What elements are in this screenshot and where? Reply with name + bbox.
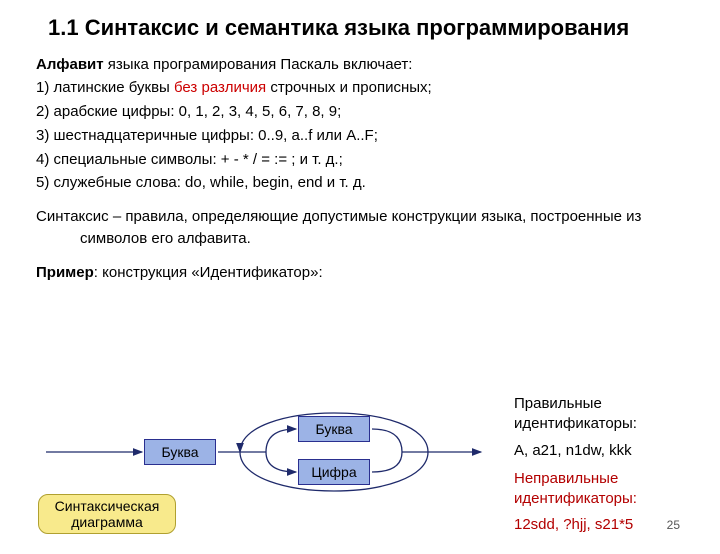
ok-title: Правильные идентификаторы: <box>514 394 720 435</box>
examples-block: Правильные идентификаторы: A, a21, n1dw,… <box>514 394 720 536</box>
diagram-caption: Синтаксическая диаграмма <box>38 494 176 534</box>
slide-title: 1.1 Синтаксис и семантика языка программ… <box>48 14 720 42</box>
li-1: 1) латинские буквы без различия строчных… <box>36 77 684 99</box>
example-line: Пример: конструкция «Идентификатор»: <box>36 262 684 284</box>
slide-body: Алфавит языка програмирования Паскаль вк… <box>36 54 684 284</box>
li-3: 3) шестнадцатеричные цифры: 0..9, a..f и… <box>36 125 684 147</box>
intro-bold: Алфавит <box>36 56 104 73</box>
li-2: 2) арабские цифры: 0, 1, 2, 3, 4, 5, 6, … <box>36 101 684 123</box>
node-letter-2: Буква <box>298 416 370 442</box>
syntax-diagram: Буква Буква Цифра Синтаксическая диаграм… <box>36 394 684 554</box>
ok-examples: A, a21, n1dw, kkk <box>514 441 720 461</box>
li-5: 5) служебные слова: do, while, begin, en… <box>36 172 684 194</box>
example-rest: : конструкция «Идентификатор»: <box>94 264 323 281</box>
node-digit: Цифра <box>298 459 370 485</box>
intro-line: Алфавит языка програмирования Паскаль вк… <box>36 54 684 76</box>
li-4: 4) специальные символы: + - * / = := ; и… <box>36 149 684 171</box>
page-number: 25 <box>667 518 680 532</box>
intro-rest: языка програмирования Паскаль включает: <box>104 56 413 73</box>
example-bold: Пример <box>36 264 94 281</box>
bad-title: Неправильные идентификаторы: <box>514 469 720 510</box>
node-letter-1: Буква <box>144 439 216 465</box>
bad-examples: 12sdd, ?hjj, s21*5 <box>514 515 720 535</box>
syntax-def: Синтаксис – правила, определяющие допуст… <box>36 206 684 250</box>
